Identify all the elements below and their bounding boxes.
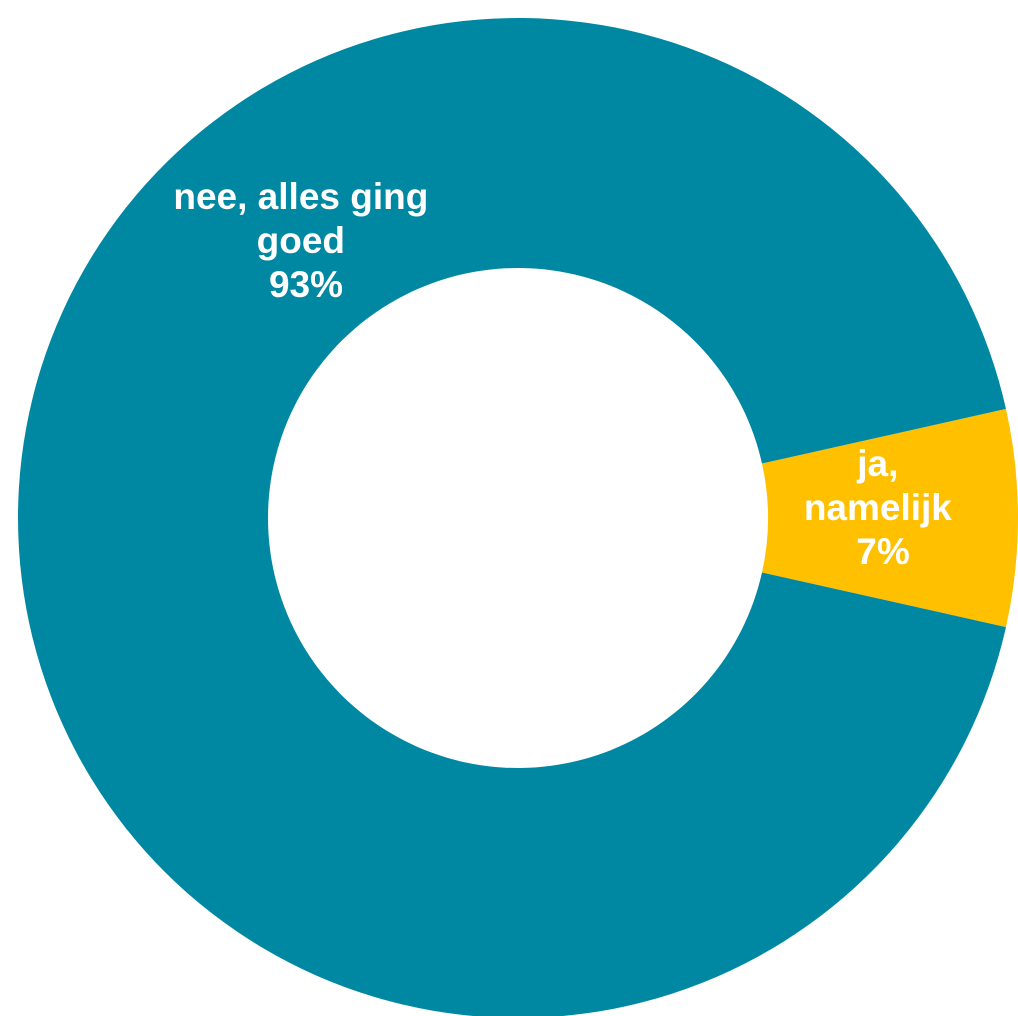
slice-label-nee: nee, alles ging goed 93% xyxy=(173,176,438,305)
donut-labels: nee, alles ging goed 93% ja, namelijk 7% xyxy=(173,176,962,572)
slice-nee-alles-ging-goed xyxy=(18,18,1006,1016)
donut-slices xyxy=(18,18,1018,1016)
slice-label-ja-value: 7% xyxy=(856,531,909,572)
slice-label-ja: ja, namelijk 7% xyxy=(804,443,962,572)
slice-label-ja-line-2: namelijk xyxy=(804,487,952,528)
slice-label-nee-value: 93% xyxy=(269,264,343,305)
slice-label-ja-line-1: ja, xyxy=(856,443,898,484)
slice-label-nee-line-1: nee, alles ging xyxy=(173,176,428,217)
slice-label-nee-line-2: goed xyxy=(257,220,345,261)
slice-ja-namelijk xyxy=(761,408,1018,628)
